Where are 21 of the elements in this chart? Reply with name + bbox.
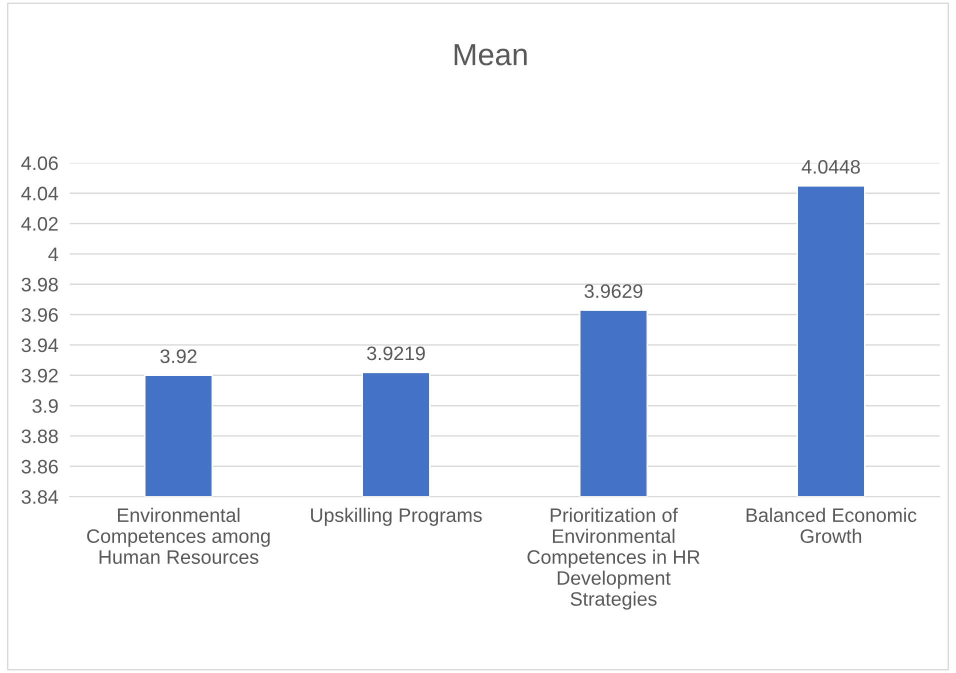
data-label: 3.9219 xyxy=(367,346,425,360)
y-tick-label: 3.98 xyxy=(22,278,58,292)
chart-title: Mean xyxy=(454,44,527,66)
y-tick-label: 3.84 xyxy=(22,490,58,504)
y-tick-label: 3.88 xyxy=(22,429,58,444)
x-tick-label: Upskilling Programs xyxy=(311,508,482,526)
x-tick-label: Prioritization of Environmental Competences in HR Development Strategies xyxy=(528,508,700,610)
data-label: 3.92 xyxy=(160,349,196,364)
y-tick-label: 3.94 xyxy=(22,338,58,352)
y-tick-label: 4.04 xyxy=(21,186,58,200)
y-tick-label: 4.06 xyxy=(21,156,58,170)
y-tick-label: 3.92 xyxy=(22,368,58,383)
y-tick-label: 4 xyxy=(48,248,58,261)
x-tick-label: Environmental Competences among Human Resources xyxy=(87,508,270,564)
data-label: 3.9629 xyxy=(584,284,642,298)
y-tick-label: 4.02 xyxy=(21,217,58,231)
y-tick-label: 3.86 xyxy=(22,460,58,474)
x-tick-label: Balanced Economic Growth xyxy=(746,508,916,544)
y-tick-label: 3.9 xyxy=(32,399,58,413)
data-label: 4.0448 xyxy=(802,160,860,174)
y-tick-label: 3.96 xyxy=(22,308,58,322)
